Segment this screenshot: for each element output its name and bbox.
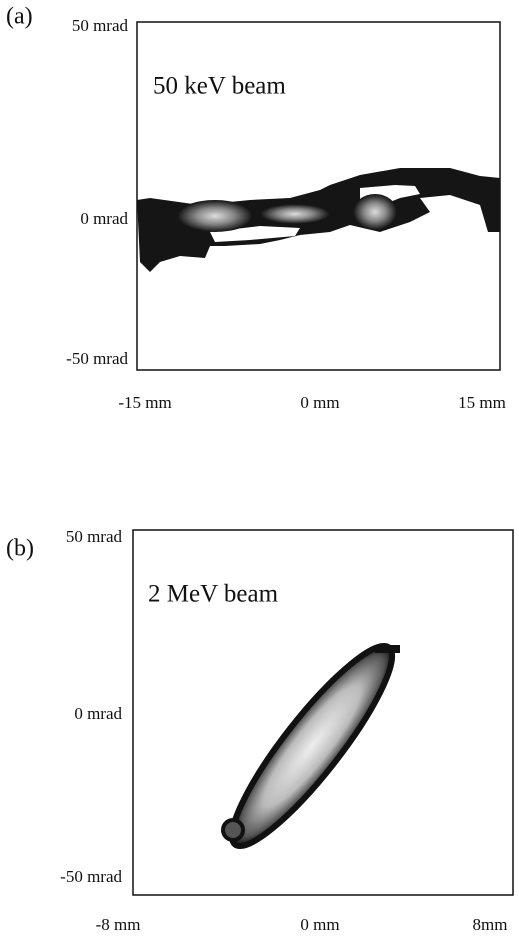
x-tick-label: 15 mm: [458, 393, 506, 412]
y-tick-label: -50 mrad: [60, 867, 122, 886]
panel-label: (a): [6, 4, 33, 30]
x-tick-label: 0 mm: [300, 915, 339, 934]
x-tick-label: -15 mm: [118, 393, 171, 412]
panel-title: 2 MeV beam: [148, 581, 279, 608]
y-tick-label: 0 mrad: [74, 704, 122, 723]
y-tick-label: 50 mrad: [66, 527, 123, 546]
x-tick-label: 8mm: [473, 915, 508, 934]
x-tick-label: -8 mm: [96, 915, 141, 934]
plot-frame: [132, 529, 514, 896]
y-tick-label: 50 mrad: [72, 16, 129, 35]
beam-density: [221, 643, 400, 849]
y-tick-label: 0 mrad: [80, 209, 128, 228]
y-tick-label: -50 mrad: [66, 349, 128, 368]
panel-title: 50 keV beam: [153, 73, 286, 100]
beam-density: [137, 168, 500, 272]
x-tick-label: 0 mm: [300, 393, 339, 412]
panel-label: (b): [6, 536, 34, 562]
